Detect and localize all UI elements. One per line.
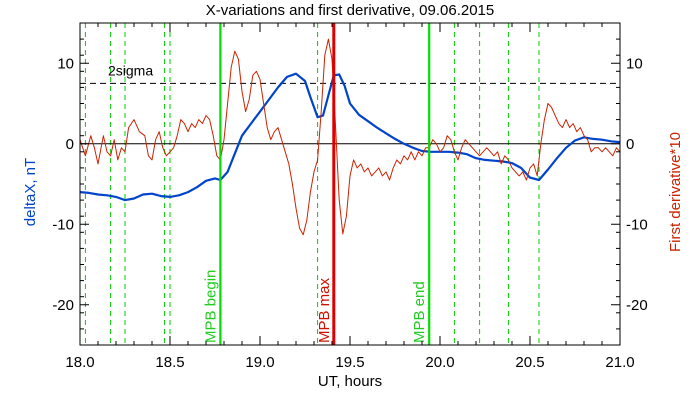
y-tick-label-left-1: -10 [52, 216, 74, 233]
x-tick-label-3: 19.5 [335, 354, 364, 371]
x-tick-label-6: 21.0 [605, 354, 634, 371]
y-tick-label-left-0: -20 [52, 297, 74, 314]
y-axis-label-right: First derivative*10 [667, 132, 684, 252]
mpb-end-label: MPB end [411, 281, 428, 343]
x-axis-label: UT, hours [318, 373, 382, 390]
chart-title: X-variations and first derivative, 09.06… [206, 2, 495, 19]
deltax-series-line [79, 72, 621, 202]
mpb-begin-label: MPB begin [202, 270, 219, 343]
x-tick-label-0: 18.0 [65, 354, 94, 371]
y-tick-label-right-3: 10 [626, 55, 643, 72]
y-tick-label-left-3: 10 [57, 55, 74, 72]
x-tick-label-5: 20.5 [515, 354, 544, 371]
derivative-series-line [79, 38, 621, 236]
x-tick-label-4: 20.0 [425, 354, 454, 371]
x-tick-label-1: 18.5 [155, 354, 184, 371]
y-tick-label-right-2: 0 [626, 136, 634, 153]
y-tick-label-right-0: -20 [626, 297, 648, 314]
y-axis-label-left: deltaX, nT [22, 158, 39, 226]
plot-area: 2sigma MPB begin MPB max MPB end 18.0 18.5 19.… [52, 22, 648, 371]
mpb-max-label: MPB max [316, 277, 333, 343]
threshold-label: 2sigma [108, 62, 153, 78]
x-tick-label-2: 19.0 [245, 354, 274, 371]
y-tick-label-left-2: 0 [66, 136, 74, 153]
y-tick-label-right-1: -10 [626, 216, 648, 233]
